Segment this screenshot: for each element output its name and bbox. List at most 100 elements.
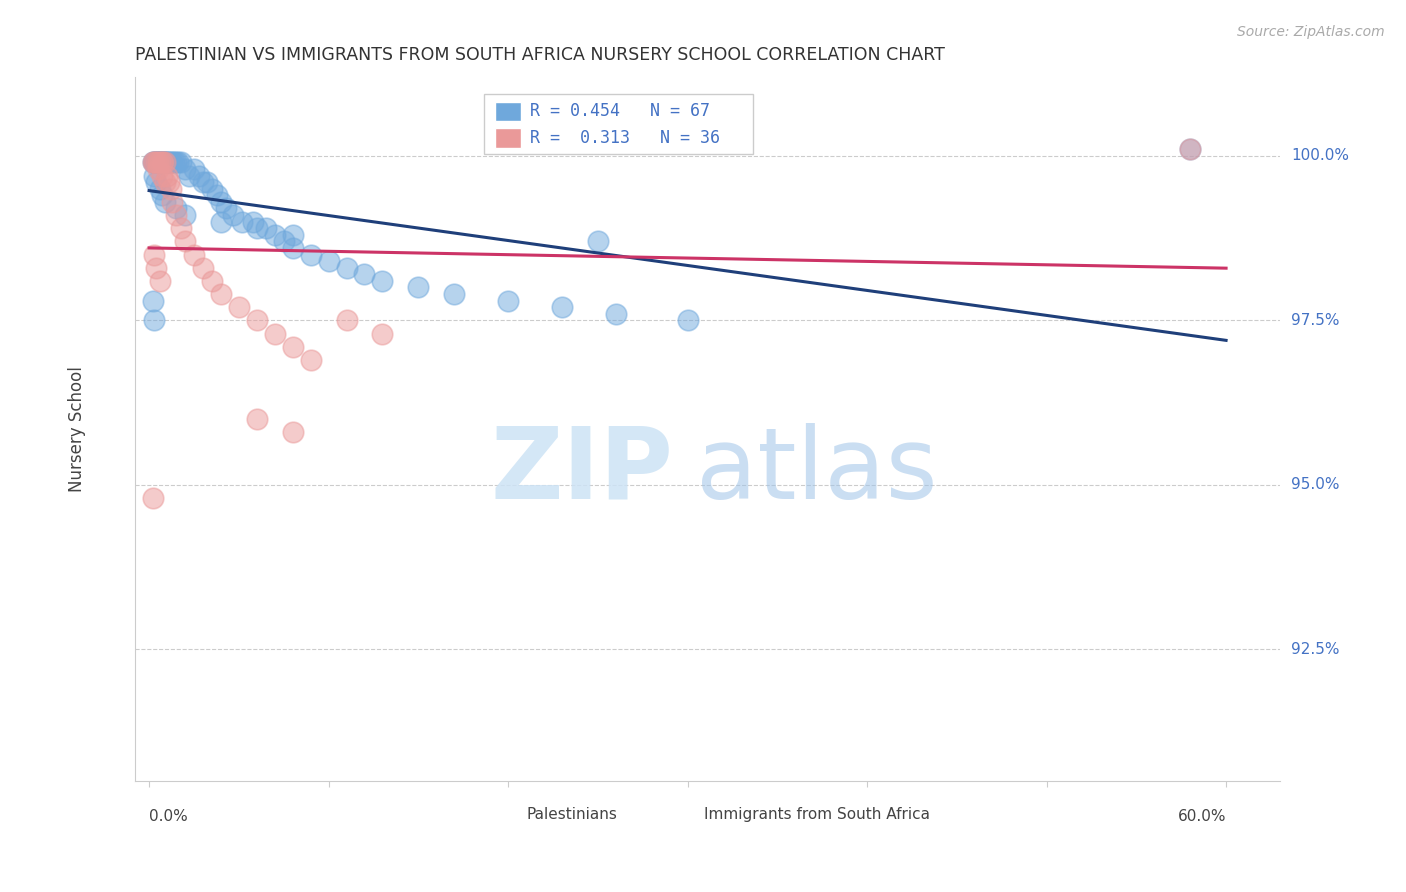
Point bbox=[170, 155, 193, 169]
Point bbox=[143, 247, 166, 261]
Point bbox=[143, 155, 166, 169]
Point bbox=[242, 214, 264, 228]
FancyBboxPatch shape bbox=[673, 805, 699, 823]
Point bbox=[281, 227, 304, 242]
Point bbox=[157, 175, 180, 189]
Point bbox=[496, 293, 519, 308]
Point bbox=[155, 194, 177, 209]
Text: Nursery School: Nursery School bbox=[69, 366, 86, 491]
Point bbox=[586, 235, 609, 249]
Point bbox=[281, 241, 304, 255]
Point bbox=[150, 188, 173, 202]
FancyBboxPatch shape bbox=[495, 805, 520, 823]
Point bbox=[263, 326, 285, 341]
Point bbox=[145, 260, 167, 275]
Point bbox=[408, 280, 430, 294]
Text: Palestinians: Palestinians bbox=[526, 806, 617, 822]
Point bbox=[443, 287, 465, 301]
Point bbox=[145, 155, 167, 169]
Point bbox=[145, 155, 167, 169]
Point bbox=[150, 155, 173, 169]
FancyBboxPatch shape bbox=[495, 102, 520, 121]
Point bbox=[299, 352, 322, 367]
Point bbox=[222, 208, 245, 222]
Point bbox=[152, 155, 174, 169]
Point bbox=[231, 214, 253, 228]
Point bbox=[281, 340, 304, 354]
Text: Source: ZipAtlas.com: Source: ZipAtlas.com bbox=[1237, 25, 1385, 39]
Point bbox=[281, 425, 304, 440]
Point bbox=[142, 155, 165, 169]
Point bbox=[155, 155, 177, 169]
FancyBboxPatch shape bbox=[495, 128, 520, 148]
Point bbox=[177, 169, 200, 183]
Point bbox=[149, 155, 172, 169]
Text: 0.0%: 0.0% bbox=[149, 809, 188, 824]
Point bbox=[209, 214, 232, 228]
Point bbox=[299, 247, 322, 261]
Text: R = 0.454   N = 67: R = 0.454 N = 67 bbox=[530, 103, 710, 120]
Point bbox=[150, 155, 173, 169]
Point bbox=[183, 247, 205, 261]
Point bbox=[201, 182, 224, 196]
Text: 97.5%: 97.5% bbox=[1291, 313, 1340, 328]
Point bbox=[318, 254, 340, 268]
Text: Immigrants from South Africa: Immigrants from South Africa bbox=[704, 806, 929, 822]
Point bbox=[183, 161, 205, 176]
Point bbox=[149, 274, 172, 288]
Point bbox=[152, 155, 174, 169]
Point bbox=[150, 169, 173, 183]
Point bbox=[165, 208, 187, 222]
Text: 95.0%: 95.0% bbox=[1291, 477, 1340, 492]
Point bbox=[146, 155, 169, 169]
Point bbox=[145, 155, 167, 169]
Point bbox=[162, 155, 184, 169]
FancyBboxPatch shape bbox=[484, 95, 754, 154]
Point bbox=[188, 169, 211, 183]
Point bbox=[152, 155, 174, 169]
Point bbox=[142, 491, 165, 505]
Text: 100.0%: 100.0% bbox=[1291, 148, 1350, 163]
Point bbox=[246, 313, 269, 327]
Point bbox=[156, 155, 179, 169]
Point bbox=[207, 188, 229, 202]
Point bbox=[551, 300, 574, 314]
Text: ZIP: ZIP bbox=[491, 423, 673, 520]
Point bbox=[174, 208, 197, 222]
Point bbox=[191, 175, 214, 189]
Point bbox=[371, 274, 394, 288]
Point bbox=[155, 155, 177, 169]
Point bbox=[174, 235, 197, 249]
Point bbox=[191, 260, 214, 275]
Point bbox=[353, 268, 375, 282]
Point bbox=[676, 313, 699, 327]
Text: PALESTINIAN VS IMMIGRANTS FROM SOUTH AFRICA NURSERY SCHOOL CORRELATION CHART: PALESTINIAN VS IMMIGRANTS FROM SOUTH AFR… bbox=[135, 46, 945, 64]
Point bbox=[209, 287, 232, 301]
Point bbox=[145, 175, 167, 189]
Point bbox=[162, 194, 184, 209]
Text: 92.5%: 92.5% bbox=[1291, 642, 1340, 657]
Point bbox=[263, 227, 285, 242]
Point bbox=[157, 155, 180, 169]
Point bbox=[1178, 142, 1201, 156]
Point bbox=[159, 155, 181, 169]
Point bbox=[246, 221, 269, 235]
Point bbox=[146, 155, 169, 169]
Point bbox=[228, 300, 250, 314]
Point bbox=[273, 235, 295, 249]
Point bbox=[170, 221, 193, 235]
Point bbox=[335, 313, 357, 327]
Point bbox=[146, 155, 169, 169]
Point bbox=[149, 155, 172, 169]
Text: atlas: atlas bbox=[696, 423, 938, 520]
Point bbox=[159, 182, 181, 196]
Point bbox=[335, 260, 357, 275]
Text: 60.0%: 60.0% bbox=[1178, 809, 1226, 824]
Point bbox=[195, 175, 218, 189]
Point bbox=[150, 155, 173, 169]
Point bbox=[254, 221, 277, 235]
Point bbox=[174, 161, 197, 176]
Point bbox=[142, 155, 165, 169]
Point bbox=[165, 155, 187, 169]
Point bbox=[165, 202, 187, 216]
